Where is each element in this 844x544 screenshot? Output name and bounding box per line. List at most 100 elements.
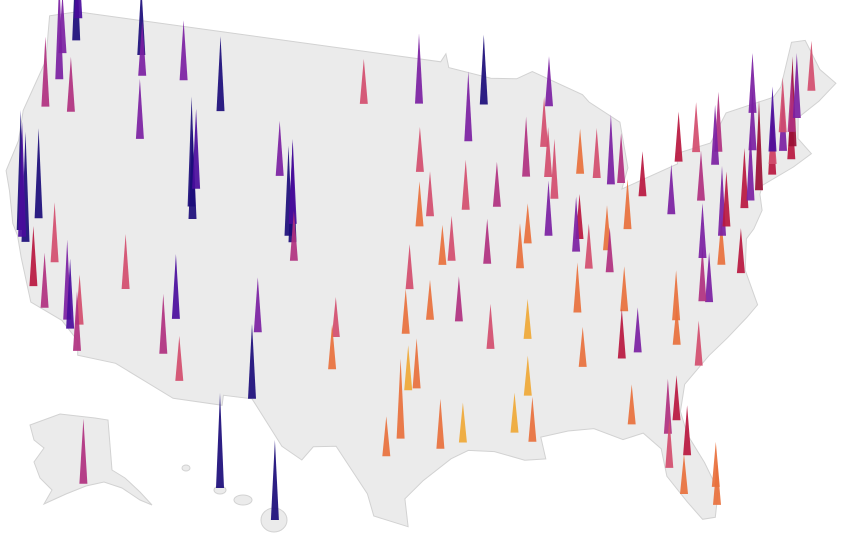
spike [617,308,626,359]
spike [270,440,279,520]
spike [415,181,424,227]
spike [584,223,593,269]
spike [412,338,421,389]
spike [464,71,473,142]
spike [683,405,692,456]
spike [705,252,714,303]
spike [620,266,629,312]
spike [18,121,27,237]
spike [359,58,368,104]
spike [592,128,601,178]
spike [135,78,144,139]
spike [523,203,532,244]
spike [74,0,83,19]
spike [454,276,463,322]
spike [523,355,532,396]
spike [544,180,553,236]
spike [171,253,180,319]
spike [528,396,537,442]
spike [711,104,720,165]
spike [328,324,337,370]
spike [438,224,447,265]
spike [458,402,467,443]
hawaii-island [181,464,191,472]
spike [550,138,559,199]
spike [510,392,519,433]
spike [461,159,470,210]
spikes [16,0,816,520]
spike [483,218,492,264]
spike [605,227,614,273]
spike [447,215,456,261]
spike [606,114,615,185]
spike [755,100,763,191]
spike [55,0,64,80]
spike [192,108,201,189]
spike [121,234,130,289]
spike [523,298,532,339]
spike [674,111,683,162]
spike [778,77,787,133]
spike [667,164,676,215]
spike [633,307,642,353]
spike [73,290,81,351]
spike [396,358,405,439]
spike [576,128,585,174]
spike [722,171,731,227]
spike [415,33,423,104]
spike [426,279,434,320]
spike [623,179,632,230]
spike [736,228,745,274]
spike [663,378,672,434]
spike [522,116,531,177]
spike [188,129,197,219]
spike [34,128,43,219]
spike [692,102,701,153]
spike [740,148,749,209]
spike [698,246,707,302]
spike [697,150,705,201]
spike [627,384,636,425]
hawaii-island [233,494,253,506]
spike [41,36,50,107]
spike [768,86,777,152]
spike [680,454,688,494]
spike [275,120,284,176]
spike [807,40,816,91]
alaska-outline [29,413,153,506]
spike [617,133,626,183]
spike [415,126,424,172]
spike [479,34,488,105]
spike [578,326,587,367]
spike [175,335,184,381]
spike [492,161,501,207]
spike [216,393,224,488]
spike [248,323,256,399]
spike [288,138,297,224]
spike [216,36,225,112]
spike [748,90,757,151]
spike [544,127,553,177]
spike [179,20,188,81]
spike [792,53,801,118]
spike [382,416,391,457]
spike [672,304,681,345]
spike [331,297,340,337]
spike [486,303,495,349]
spike [29,226,38,287]
spike [289,210,298,261]
spike [66,258,75,329]
spike [672,270,681,321]
spike [405,244,414,290]
spike [138,20,147,76]
spike [516,223,524,269]
spike [545,56,553,107]
spike [573,262,582,313]
spike [746,130,755,201]
spike [66,56,75,112]
spike [436,398,445,449]
spike [404,345,413,391]
land [5,11,837,533]
